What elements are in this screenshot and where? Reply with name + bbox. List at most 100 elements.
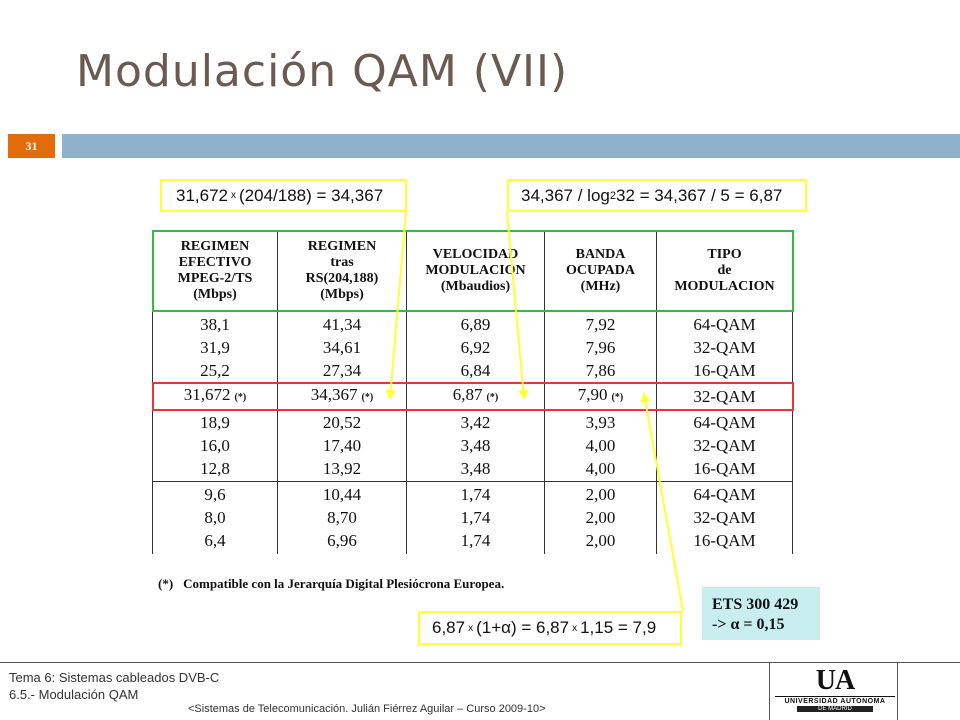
- cell-value: 3,48: [460, 436, 491, 455]
- footer-separator: [769, 662, 770, 720]
- header-modulation: TIPO de MODULACION: [656, 231, 793, 311]
- footer-topic-line1: Tema 6: Sistemas cableados DVB-C: [9, 670, 220, 685]
- eq3-b: (1+α) = 6,87: [476, 618, 570, 637]
- table-cell: 64-QAM 32-QAM 16-QAM: [656, 311, 793, 383]
- logo-city: DE MADRID: [797, 706, 873, 712]
- cell-value: 16-QAM: [693, 531, 756, 551]
- footer-separator: [897, 662, 898, 720]
- table-cell: 41,34 34,61 27,34: [277, 311, 407, 383]
- header-line: REGIMEN: [307, 238, 377, 254]
- table-cell: 32-QAM: [656, 383, 793, 410]
- table-cell: 38,1 31,9 25,2: [152, 311, 278, 383]
- header-line: REGIMEN: [180, 238, 250, 254]
- footnote-mark: (*): [361, 392, 374, 403]
- cell-value: 4,00: [585, 436, 616, 455]
- header-line: TIPO: [707, 246, 742, 262]
- footnote: (*) Compatible con la Jerarquía Digital P…: [158, 576, 504, 592]
- cell-value: 7,92: [585, 314, 616, 334]
- logo-mark: UA: [815, 665, 855, 696]
- footnote-mark: (*): [158, 576, 174, 591]
- table-cell: 1,74 1,74 1,74: [406, 481, 545, 554]
- cell-value: 1,74: [460, 508, 491, 528]
- eq3-op1: x: [468, 622, 474, 634]
- cell-value: 6,4: [204, 531, 226, 551]
- cell-value: 1,74: [460, 531, 491, 551]
- header-symbol-rate: VELOCIDAD MODULACION (Mbaudios): [406, 231, 545, 311]
- table-row-highlight: 31,672 (*) 34,367 (*) 6,87 (*) 7,90 (*) 32-Q…: [151, 382, 794, 411]
- cell-value: 32-QAM: [693, 337, 756, 357]
- ets-rolloff: -> α = 0,15: [712, 616, 785, 633]
- cell-value: 31,672: [183, 385, 231, 404]
- slide-title: Modulación QAM (VII): [76, 46, 569, 97]
- header-line: RS(204,188): [305, 270, 379, 286]
- cell-value: 38,1: [200, 314, 230, 334]
- cell-value: 27,34: [322, 360, 362, 380]
- cell-value: 7,90: [577, 385, 608, 404]
- cell-value: 32-QAM: [693, 508, 756, 528]
- table-row-group-3: 9,6 8,0 6,4 10,44 8,70 6,96 1,74 1,74 1,74 2,0…: [152, 481, 793, 554]
- cell-value: 17,40: [322, 436, 362, 455]
- footer-topic: Tema 6: Sistemas cableados DVB-C 6.5.- M…: [9, 669, 219, 703]
- callout-symbol-rate: 34,367 / log 2 32 = 34,367 / 5 = 6,87: [507, 179, 807, 212]
- header-line: VELOCIDAD: [432, 246, 519, 262]
- header-line: EFECTIVO: [178, 254, 252, 270]
- university-logo: UA UNIVERSIDAD AUTONOMA DE MADRID: [775, 666, 895, 718]
- cell-value: 2,00: [585, 531, 616, 551]
- cell-value: 34,367: [310, 385, 358, 404]
- header-line: (Mbps): [320, 286, 364, 302]
- footer-topic-line2: 6.5.- Modulación QAM: [9, 687, 139, 702]
- table-cell: 3,93 4,00 4,00: [544, 409, 657, 482]
- cell-value: 20,52: [322, 413, 362, 432]
- callout-rs-rate: 31,672 x (204/188) = 34,367: [160, 179, 407, 212]
- header-line: (Mbps): [193, 286, 237, 302]
- cell-value: 16-QAM: [693, 459, 756, 478]
- table-cell: 2,00 2,00 2,00: [544, 481, 657, 554]
- footnote-mark: (*): [486, 392, 499, 403]
- cell-value: 64-QAM: [693, 413, 756, 432]
- table-cell: 31,672 (*): [152, 383, 278, 410]
- table-cell: 7,90 (*): [544, 383, 657, 410]
- header-line: MODULACION: [425, 262, 526, 278]
- cell-value: 1,74: [460, 485, 491, 505]
- cell-value: 31,9: [200, 337, 230, 357]
- header-effective-rate: REGIMEN EFECTIVO MPEG-2/TS (Mbps): [152, 231, 278, 311]
- header-line: (MHz): [580, 278, 621, 294]
- footnote-mark: (*): [611, 392, 624, 403]
- eq1-a: 31,672: [176, 185, 228, 205]
- table-header-row: REGIMEN EFECTIVO MPEG-2/TS (Mbps) REGIME…: [151, 230, 794, 312]
- header-bandwidth: BANDA OCUPADA (MHz): [544, 231, 657, 311]
- header-bar: [62, 134, 960, 158]
- eq3-c: 1,15 = 7,9: [580, 618, 657, 637]
- qam-rates-table: REGIMEN EFECTIVO MPEG-2/TS (Mbps) REGIME…: [151, 230, 794, 554]
- header-rs-rate: REGIMEN tras RS(204,188) (Mbps): [277, 231, 407, 311]
- table-cell: 7,92 7,96 7,86: [544, 311, 657, 383]
- header-line: OCUPADA: [566, 262, 635, 278]
- cell-value: 9,6: [204, 485, 226, 505]
- table-cell: 6,87 (*): [406, 383, 545, 410]
- header-line: MPEG-2/TS: [177, 270, 253, 286]
- cell-value: 7,96: [585, 337, 616, 357]
- cell-value: 6,96: [327, 531, 357, 551]
- cell-value: 6,84: [460, 360, 491, 380]
- cell-value: 34,61: [322, 337, 362, 357]
- ets-box: ETS 300 429 -> α = 0,15: [702, 587, 820, 640]
- footnote-mark: (*): [234, 392, 247, 403]
- cell-value: 12,8: [200, 459, 230, 478]
- eq2-b: 32 = 34,367 / 5 = 6,87: [615, 185, 783, 205]
- table-cell: 64-QAM 32-QAM 16-QAM: [656, 481, 793, 554]
- callout-bandwidth: 6,87 x (1+α) = 6,87 x 1,15 = 7,9: [418, 611, 682, 645]
- cell-value: 4,00: [585, 459, 616, 478]
- header-line: BANDA: [575, 246, 626, 262]
- eq3-a: 6,87: [432, 618, 466, 637]
- cell-value: 13,92: [322, 459, 362, 478]
- cell-value: 3,48: [460, 459, 491, 478]
- cell-value: 10,44: [322, 485, 362, 505]
- table-cell: 64-QAM 32-QAM 16-QAM: [656, 409, 793, 482]
- eq2-a: 34,367 / log: [521, 185, 610, 205]
- cell-value: 6,89: [460, 314, 491, 334]
- cell-value: 16,0: [200, 436, 230, 455]
- table-cell: 20,52 17,40 13,92: [277, 409, 407, 482]
- table-cell: 18,9 16,0 12,8: [152, 409, 278, 482]
- table-cell: 10,44 8,70 6,96: [277, 481, 407, 554]
- cell-value: 2,00: [585, 485, 616, 505]
